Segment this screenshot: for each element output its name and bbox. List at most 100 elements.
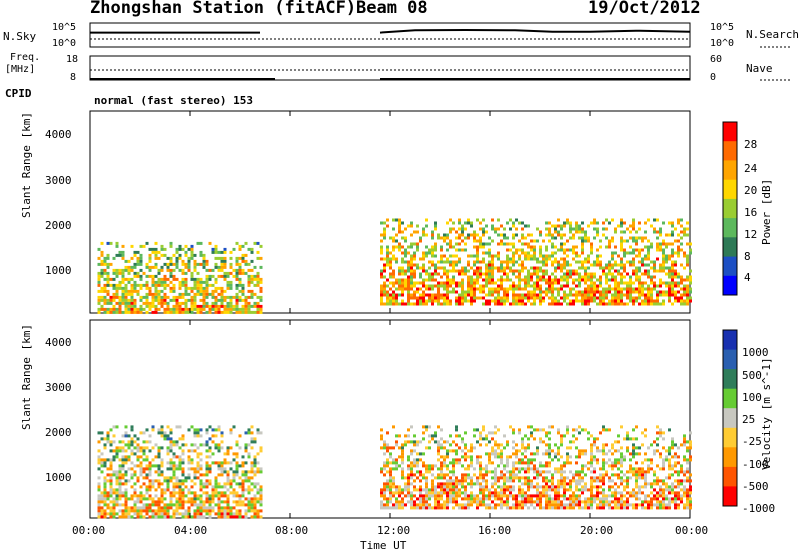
velocity-echoes-cell-1 [476,494,479,498]
velocity-echoes-cell-1 [428,497,431,501]
velocity-echoes-cell-0 [118,485,122,489]
velocity-echoes-cell-1 [596,485,599,489]
velocity-echoes-cell-1 [440,488,443,492]
velocity-echoes-cell-1 [575,428,578,432]
velocity-echoes-cell-1 [671,485,674,489]
power-echoes-cell-0 [235,298,239,302]
velocity-echoes-cell-0 [169,443,173,447]
power-echoes-cell-1 [638,287,641,291]
velocity-echoes-cell-1 [569,500,572,504]
velocity-echoes-cell-1 [563,503,566,507]
power-echoes-cell-1 [668,269,671,273]
velocity-echoes-cell-0 [241,479,245,483]
power-echoes-cell-1 [602,296,605,300]
velocity-echoes-cell-1 [428,464,431,468]
power-echoes-cell-1 [617,281,620,285]
velocity-echoes-cell-1 [626,446,629,450]
velocity-echoes-cell-1 [548,446,551,450]
velocity-echoes-cell-0 [169,500,173,504]
velocity-echoes-cell-0 [154,512,158,516]
velocity-echoes-cell-1 [590,446,593,450]
velocity-echoes-cell-1 [671,497,674,501]
power-echoes-cell-1 [497,299,500,303]
power-echoes-cell-0 [244,304,248,308]
velocity-echoes-cell-1 [482,428,485,432]
velocity-echoes-cell-1 [413,500,416,504]
power-echoes-cell-1 [560,266,563,270]
velocity-echoes-cell-1 [686,449,689,453]
velocity-echoes-cell-0 [247,470,251,474]
power-echoes-cell-0 [127,259,131,263]
velocity-echoes-cell-0 [220,470,224,474]
power-echoes-cell-1 [551,290,554,294]
power-echoes-cell-1 [551,251,554,255]
velocity-echoes-cell-1 [605,443,608,447]
power-echoes-cell-0 [160,280,164,284]
velocity-echoes-cell-1 [656,494,659,498]
power-echoes-cell-1 [518,272,521,276]
power-echoes-cell-0 [166,256,170,260]
velocity-echoes-cell-1 [614,494,617,498]
noise-panel-frame [89,22,691,48]
velocity-echoes-cell-0 [112,449,116,453]
power-echoes-cell-0 [214,265,218,269]
velocity-echoes-cell-0 [124,512,128,516]
velocity-echoes-cell-1 [659,455,662,459]
power-echoes-cell-0 [223,307,227,311]
power-echoes-cell-0 [259,298,263,302]
velocity-echoes-cell-1 [392,485,395,489]
velocity-echoes-cell-1 [413,434,416,438]
velocity-echoes-cell-1 [383,464,386,468]
power-echoes-cell-1 [683,302,686,306]
velocity-echoes-cell-1 [467,482,470,486]
velocity-echoes-cell-1 [380,494,383,498]
power-echoes-cell-0 [118,310,122,314]
velocity-echoes-cell-0 [172,455,176,459]
power-echoes-cell-0 [103,268,107,272]
velocity-echoes-cell-0 [220,467,224,471]
velocity-echoes-cell-1 [548,497,551,501]
velocity-echoes-cell-1 [587,467,590,471]
velocity-echoes-cell-1 [557,482,560,486]
velocity-echoes-cell-1 [677,497,680,501]
velocity-echoes-cell-1 [452,497,455,501]
velocity-echoes-cell-0 [226,506,230,510]
velocity-echoes-cell-1 [629,494,632,498]
power-echoes-cell-0 [205,274,209,278]
velocity-colorbar-swatch [723,408,737,429]
velocity-echoes-cell-0 [121,473,125,477]
velocity-echoes-cell-1 [620,494,623,498]
power-echoes-cell-0 [112,304,116,308]
power-echoes-cell-0 [127,301,131,305]
power-echoes-cell-0 [199,280,203,284]
velocity-echoes-cell-0 [130,461,134,465]
power-echoes-cell-0 [202,280,206,284]
power-echoes-cell-0 [193,268,197,272]
velocity-echoes-cell-0 [223,482,227,486]
power-echoes-cell-0 [259,304,263,308]
power-echoes-cell-0 [124,295,128,299]
power-echoes-cell-0 [175,256,179,260]
power-echoes-cell-1 [632,299,635,303]
velocity-echoes-cell-1 [419,473,422,477]
power-echoes-cell-0 [241,310,245,314]
power-echoes-cell-0 [103,301,107,305]
velocity-echoes-cell-0 [220,515,224,519]
velocity-echoes-cell-1 [647,467,650,471]
power-echoes-cell-0 [136,292,140,296]
velocity-echoes-cell-1 [644,485,647,489]
velocity-echoes-cell-0 [208,446,212,450]
power-echoes-cell-1 [674,281,677,285]
velocity-echoes-cell-1 [440,473,443,477]
velocity-echoes-cell-0 [157,482,161,486]
velocity-echoes-cell-1 [500,470,503,474]
velocity-echoes-cell-1 [545,449,548,453]
velocity-echoes-cell-1 [404,503,407,507]
velocity-echoes-cell-0 [235,491,239,495]
power-echoes-cell-1 [689,248,692,252]
power-echoes-cell-0 [124,304,128,308]
power-echoes-cell-0 [139,277,143,281]
power-echoes-cell-1 [416,299,419,303]
velocity-echoes-cell-1 [650,503,653,507]
velocity-echoes-cell-0 [109,461,113,465]
